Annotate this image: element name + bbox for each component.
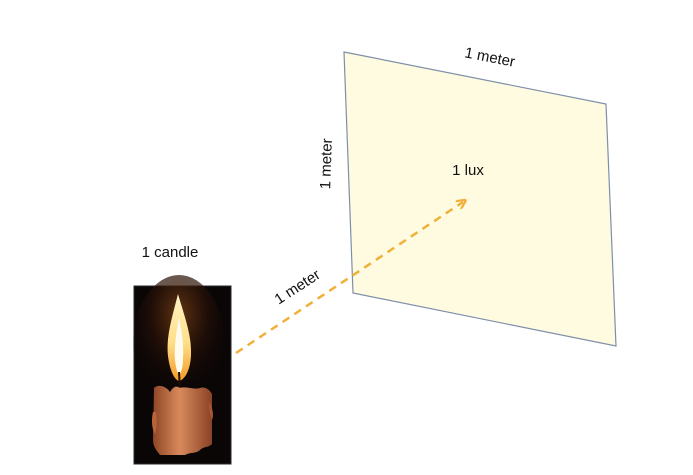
candle-flame-core [174, 318, 184, 374]
candle-wick [178, 371, 181, 391]
distance-arrow [235, 202, 463, 355]
candle-image [133, 275, 232, 465]
plane-top-label: 1 meter [463, 44, 516, 70]
candle-drip-right [208, 402, 213, 420]
candle-label: 1 candle [142, 244, 199, 261]
distance-label: 1 meter [272, 266, 324, 308]
candle-body [153, 385, 212, 455]
candle-drip [151, 412, 157, 434]
illuminated-plane [343, 51, 617, 347]
plane-side-label: 1 meter [317, 138, 336, 189]
illuminance-label: 1 lux [452, 162, 484, 179]
